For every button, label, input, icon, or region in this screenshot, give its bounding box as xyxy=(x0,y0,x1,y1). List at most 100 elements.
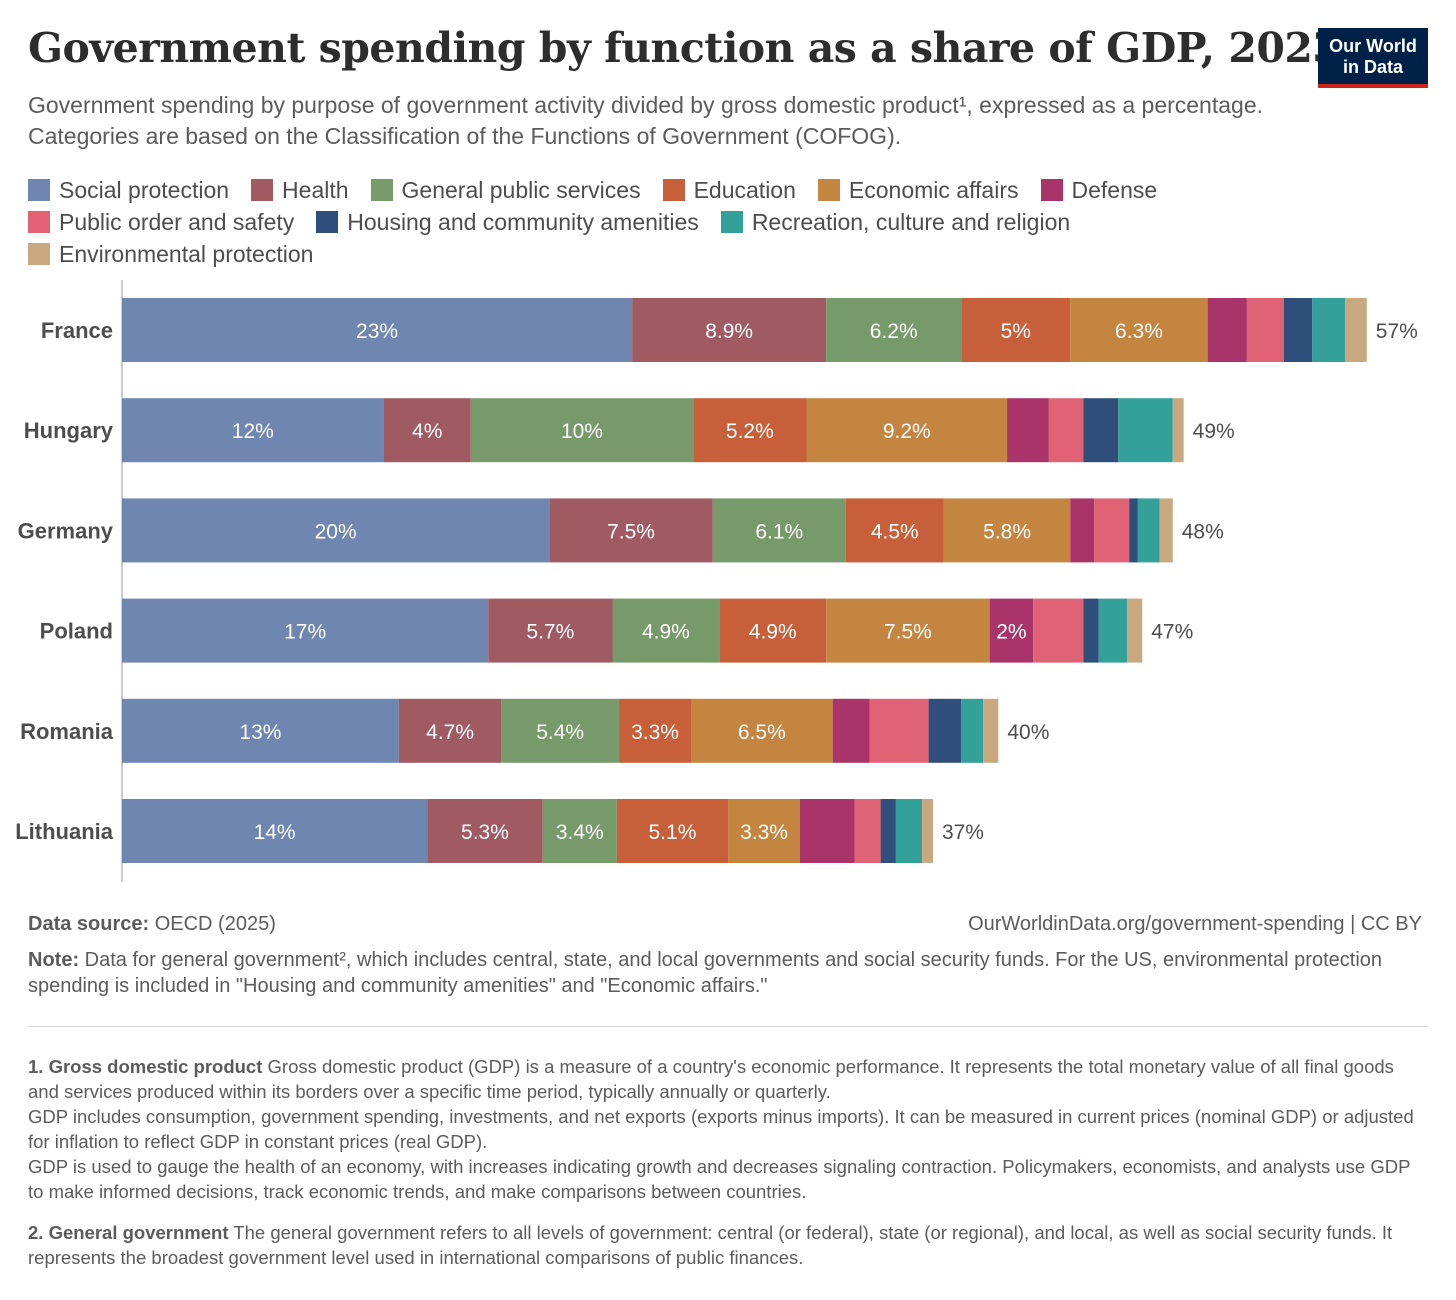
bar-segment-recreation-culture-and-religion-romania[interactable] xyxy=(961,698,984,763)
bar-segment-housing-and-community-amenities-lithuania[interactable] xyxy=(880,799,896,863)
bar-segment-general-public-services-germany[interactable] xyxy=(712,498,846,563)
legend-item-general-public-services[interactable]: General public services xyxy=(370,177,641,204)
source-url-link[interactable]: OurWorldinData.org/government-spending |… xyxy=(968,913,1422,935)
bar-segment-recreation-culture-and-religion-france[interactable] xyxy=(1312,298,1345,362)
bar-segment-health-lithuania[interactable] xyxy=(427,799,543,863)
bar-segment-health-germany[interactable] xyxy=(549,498,713,563)
bar-segment-public-order-and-safety-romania[interactable] xyxy=(869,698,929,763)
bar-segment-general-public-services-hungary[interactable] xyxy=(470,398,694,463)
legend-item-economic-affairs[interactable]: Economic affairs xyxy=(817,177,1019,204)
data-label: 4.7% xyxy=(426,721,474,744)
note-text: Data for general government², which incl… xyxy=(28,949,1383,997)
bar-segment-environmental-protection-lithuania[interactable] xyxy=(922,799,933,863)
data-label: 4.9% xyxy=(642,621,690,644)
legend-swatch xyxy=(316,211,339,233)
bar-segment-health-france[interactable] xyxy=(632,298,827,362)
footnote-1-label: 1. Gross domestic product xyxy=(28,1056,263,1077)
bar-segment-environmental-protection-hungary[interactable] xyxy=(1172,398,1184,463)
owid-logo[interactable]: Our World in Data xyxy=(1318,28,1428,88)
bar-segment-public-order-and-safety-germany[interactable] xyxy=(1094,498,1130,563)
bar-segment-defense-poland[interactable] xyxy=(989,598,1034,663)
legend-item-public-order[interactable]: Public order and safety xyxy=(28,209,294,236)
legend-row-3: Environmental protection xyxy=(28,238,1268,270)
total-label-germany: 48% xyxy=(1182,520,1224,543)
data-label: 13% xyxy=(239,721,281,744)
bar-segment-recreation-culture-and-religion-lithuania[interactable] xyxy=(895,799,923,863)
bar-segment-defense-france[interactable] xyxy=(1207,298,1247,362)
bar-segment-environmental-protection-poland[interactable] xyxy=(1126,598,1143,663)
bar-segment-general-public-services-lithuania[interactable] xyxy=(542,799,617,863)
legend-label: Public order and safety xyxy=(59,208,295,235)
data-label: 5% xyxy=(1001,320,1031,343)
bar-segment-education-romania[interactable] xyxy=(619,698,691,763)
legend-item-health[interactable]: Health xyxy=(251,177,349,204)
bar-segment-education-lithuania[interactable] xyxy=(616,799,729,863)
bar-segment-education-france[interactable] xyxy=(961,298,1071,362)
legend-swatch xyxy=(1040,179,1063,201)
bar-segment-social-protection-poland[interactable] xyxy=(122,598,489,663)
bar-segment-social-protection-hungary[interactable] xyxy=(122,398,384,463)
data-label: 14% xyxy=(254,821,296,844)
legend-item-recreation[interactable]: Recreation, culture and religion xyxy=(720,209,1070,236)
bar-segment-housing-and-community-amenities-romania[interactable] xyxy=(928,698,962,763)
bar-segment-housing-and-community-amenities-poland[interactable] xyxy=(1083,598,1099,663)
data-label: 4.9% xyxy=(749,621,797,644)
bar-segment-health-hungary[interactable] xyxy=(383,398,471,463)
data-label: 23% xyxy=(356,320,398,343)
data-label: 3.3% xyxy=(740,821,788,844)
bar-segment-general-public-services-romania[interactable] xyxy=(501,698,620,763)
bar-segment-economic-affairs-germany[interactable] xyxy=(943,498,1071,563)
bar-segment-public-order-and-safety-france[interactable] xyxy=(1246,298,1284,362)
data-label: 10% xyxy=(561,420,603,443)
data-source-text: OECD (2025) xyxy=(154,913,276,935)
bar-segment-general-public-services-poland[interactable] xyxy=(612,598,720,663)
legend-item-defense[interactable]: Defense xyxy=(1040,177,1157,204)
footnote-1-paragraph-3: GDP is used to gauge the health of an ec… xyxy=(28,1156,1411,1202)
legend-swatch xyxy=(662,179,685,201)
bar-segment-housing-and-community-amenities-hungary[interactable] xyxy=(1083,398,1119,463)
bar-segment-defense-romania[interactable] xyxy=(832,698,870,763)
bar-segment-social-protection-lithuania[interactable] xyxy=(122,799,428,863)
bar-segment-social-protection-germany[interactable] xyxy=(122,498,550,563)
data-label: 5.3% xyxy=(461,821,509,844)
bar-segment-health-poland[interactable] xyxy=(488,598,613,663)
data-label: 6.5% xyxy=(738,721,786,744)
data-label: 6.1% xyxy=(755,520,803,543)
bar-segment-public-order-and-safety-hungary[interactable] xyxy=(1048,398,1084,463)
bar-segment-education-germany[interactable] xyxy=(845,498,944,563)
bar-segment-housing-and-community-amenities-france[interactable] xyxy=(1283,298,1313,362)
category-label-hungary: Hungary xyxy=(24,418,114,443)
data-label: 17% xyxy=(284,621,326,644)
bar-segment-economic-affairs-poland[interactable] xyxy=(826,598,990,663)
legend-item-environmental-protection[interactable]: Environmental protection xyxy=(28,241,313,268)
bar-segment-health-romania[interactable] xyxy=(398,698,502,763)
chart-note: Note: Data for general government², whic… xyxy=(28,947,1428,999)
bar-segment-defense-hungary[interactable] xyxy=(1007,398,1049,463)
bar-segment-environmental-protection-france[interactable] xyxy=(1344,298,1367,362)
bar-segment-public-order-and-safety-poland[interactable] xyxy=(1033,598,1084,663)
bar-segment-social-protection-france[interactable] xyxy=(122,298,633,362)
bar-segment-economic-affairs-hungary[interactable] xyxy=(806,398,1008,463)
bar-segment-social-protection-romania[interactable] xyxy=(122,698,399,763)
note-label: Note: xyxy=(28,949,80,971)
bar-segment-economic-affairs-lithuania[interactable] xyxy=(728,799,800,863)
legend-label: Housing and community amenities xyxy=(347,208,699,235)
bar-segment-general-public-services-france[interactable] xyxy=(826,298,962,362)
bar-segment-defense-lithuania[interactable] xyxy=(799,799,855,863)
bar-segment-housing-and-community-amenities-germany[interactable] xyxy=(1129,498,1138,563)
bar-segment-economic-affairs-romania[interactable] xyxy=(690,698,833,763)
bar-segment-environmental-protection-germany[interactable] xyxy=(1159,498,1173,563)
legend-item-education[interactable]: Education xyxy=(662,177,796,204)
data-label: 5.8% xyxy=(983,520,1031,543)
bar-segment-education-hungary[interactable] xyxy=(693,398,807,463)
legend-item-housing[interactable]: Housing and community amenities xyxy=(316,209,699,236)
bar-segment-economic-affairs-france[interactable] xyxy=(1070,298,1208,362)
bar-segment-education-poland[interactable] xyxy=(719,598,827,663)
legend-item-social-protection[interactable]: Social protection xyxy=(28,177,229,204)
bar-segment-recreation-culture-and-religion-poland[interactable] xyxy=(1098,598,1127,663)
bar-segment-defense-germany[interactable] xyxy=(1070,498,1095,563)
bar-segment-recreation-culture-and-religion-hungary[interactable] xyxy=(1118,398,1173,463)
bar-segment-public-order-and-safety-lithuania[interactable] xyxy=(854,799,881,863)
bar-segment-environmental-protection-romania[interactable] xyxy=(983,698,999,763)
bar-segment-recreation-culture-and-religion-germany[interactable] xyxy=(1137,498,1160,563)
